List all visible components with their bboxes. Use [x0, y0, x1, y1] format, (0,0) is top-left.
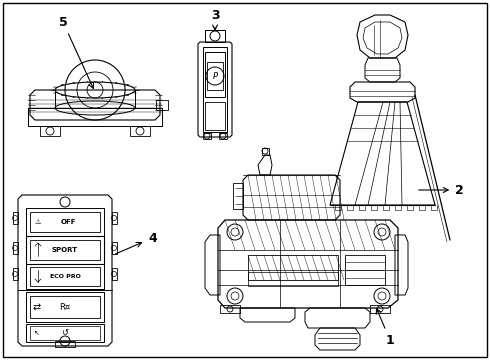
- Bar: [26, 208, 104, 236]
- Bar: [203, 47, 227, 132]
- Text: 3: 3: [211, 9, 220, 30]
- Bar: [30, 240, 100, 260]
- Bar: [220, 305, 240, 313]
- Bar: [30, 326, 100, 340]
- Bar: [112, 212, 117, 224]
- Bar: [112, 242, 117, 254]
- Bar: [112, 268, 117, 280]
- Bar: [205, 102, 225, 130]
- Bar: [26, 236, 104, 264]
- Bar: [262, 148, 269, 155]
- Text: SPORT: SPORT: [52, 247, 78, 253]
- Text: ↖: ↖: [34, 330, 40, 336]
- Bar: [30, 296, 100, 318]
- Bar: [30, 267, 100, 286]
- Text: ⚠: ⚠: [35, 219, 41, 225]
- Text: 1: 1: [376, 309, 394, 346]
- Bar: [26, 292, 104, 322]
- Bar: [248, 272, 338, 286]
- Bar: [40, 126, 60, 136]
- Bar: [207, 62, 223, 90]
- Bar: [219, 133, 227, 139]
- Bar: [233, 183, 243, 209]
- Bar: [248, 255, 338, 280]
- Bar: [345, 255, 385, 285]
- Bar: [13, 242, 18, 254]
- Bar: [370, 305, 390, 313]
- Text: OFF: OFF: [60, 219, 76, 225]
- Bar: [205, 30, 225, 42]
- Text: ⇄: ⇄: [33, 302, 41, 312]
- Text: R¤: R¤: [59, 302, 71, 311]
- Bar: [28, 108, 162, 126]
- Bar: [30, 212, 100, 232]
- Bar: [55, 341, 75, 347]
- Bar: [130, 126, 150, 136]
- Text: P: P: [213, 72, 218, 81]
- Text: ECO PRO: ECO PRO: [49, 274, 80, 279]
- Bar: [26, 324, 104, 342]
- Text: 2: 2: [419, 184, 464, 197]
- Bar: [205, 52, 225, 97]
- Text: ↺: ↺: [62, 328, 69, 338]
- Bar: [26, 264, 104, 289]
- Bar: [203, 133, 211, 139]
- Bar: [13, 212, 18, 224]
- Bar: [156, 100, 168, 110]
- Bar: [13, 268, 18, 280]
- Text: 4: 4: [116, 231, 157, 254]
- Text: 5: 5: [59, 15, 94, 88]
